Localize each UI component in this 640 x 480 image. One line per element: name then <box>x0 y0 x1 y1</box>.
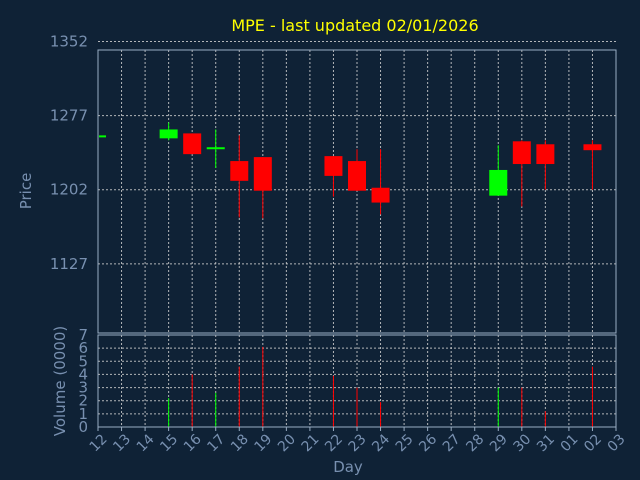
candle-body <box>159 129 178 139</box>
price-tick-label: 1277 <box>50 107 88 125</box>
candle-body <box>99 135 106 138</box>
price-tick-label: 1352 <box>50 33 88 51</box>
volume-tick-label: 5 <box>78 352 88 370</box>
candle-body <box>512 141 531 165</box>
price-tick-labels: 1127 1202 1277 1352 <box>50 33 88 273</box>
candle-body <box>348 161 366 191</box>
candle-body <box>230 161 249 181</box>
volume-tick-label: 1 <box>78 405 88 423</box>
volume-tick-label: 2 <box>78 392 88 410</box>
candle-body <box>583 144 602 151</box>
volume-tick-label: 4 <box>78 365 88 383</box>
price-tick-label: 1127 <box>50 255 88 273</box>
candle-body <box>183 133 202 155</box>
candle-body <box>489 169 508 196</box>
candle-body <box>206 147 225 150</box>
volume-bars <box>168 346 593 427</box>
price-axis-label: Price <box>17 173 35 210</box>
candle-body <box>371 187 390 203</box>
volume-tick-label: 6 <box>78 339 88 357</box>
volume-axis-label: Volume (0000) <box>51 326 69 436</box>
candle-body <box>324 156 343 176</box>
price-tick-label: 1202 <box>50 181 88 199</box>
volume-tick-label: 3 <box>78 379 88 397</box>
candle-body <box>536 144 555 165</box>
price-candles <box>97 122 602 219</box>
volume-tick-label: 7 <box>78 326 88 344</box>
price-panel-frame <box>97 49 617 334</box>
x-axis-label: Day <box>333 458 363 476</box>
chart-title: MPE - last updated 02/01/2026 <box>231 16 478 35</box>
candle-body <box>253 157 272 191</box>
volume-tick-label: 0 <box>78 418 88 436</box>
